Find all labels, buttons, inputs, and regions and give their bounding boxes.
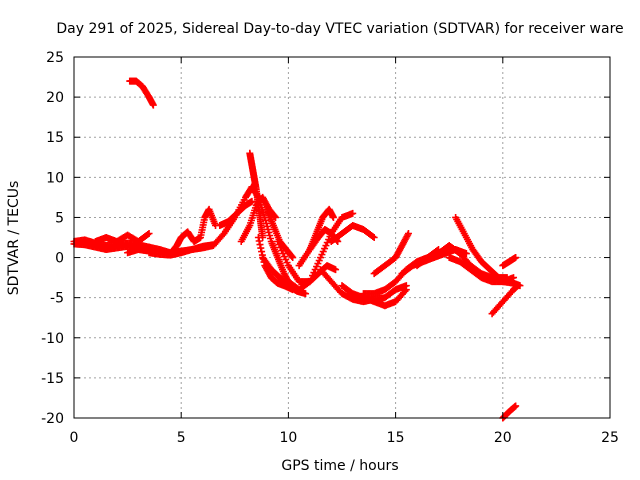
data-point <box>256 241 264 249</box>
data-point <box>288 253 296 261</box>
y-tick-label: 0 <box>55 251 64 267</box>
data-point <box>402 286 410 294</box>
data-point <box>289 254 297 262</box>
x-tick-label: 15 <box>387 430 405 446</box>
chart-title: Day 291 of 2025, Sidereal Day-to-day VTE… <box>56 21 623 37</box>
y-tick-label: -10 <box>41 331 64 347</box>
data-point <box>349 209 357 217</box>
grid-lines <box>74 57 610 418</box>
data-point <box>145 229 153 237</box>
data-point <box>332 266 340 274</box>
data-point <box>503 274 511 282</box>
data-point <box>144 230 152 238</box>
series-arc-27 <box>452 213 511 282</box>
y-axis-label: SDTVAR / TECUs <box>6 181 22 296</box>
data-point <box>404 231 412 239</box>
y-tick-label: -5 <box>50 291 64 307</box>
data-point <box>271 212 279 220</box>
series-arc-03 <box>91 229 153 246</box>
data-point <box>510 274 518 282</box>
series-arc-28 <box>488 282 522 318</box>
y-tick-label: 25 <box>46 50 64 66</box>
x-tick-label: 20 <box>494 430 512 446</box>
data-point <box>254 192 262 200</box>
data-point <box>404 229 412 237</box>
series-arc-07 <box>166 205 220 258</box>
data-series <box>70 77 524 422</box>
data-point <box>512 254 520 262</box>
series-arc-19 <box>317 266 410 306</box>
y-tick-label: 20 <box>46 90 64 106</box>
x-tick-label: 5 <box>177 430 186 446</box>
axis-ticks: 0 5 10 15 20 25 -20 -15 -10 -5 0 5 10 15 20 25 <box>41 50 619 446</box>
data-point <box>512 402 520 410</box>
series-arc-11 <box>248 183 295 290</box>
x-axis-label: GPS time / hours <box>281 458 398 474</box>
data-point <box>258 248 266 256</box>
data-point <box>329 213 337 221</box>
data-point <box>255 237 263 245</box>
series-arc-08 <box>216 197 256 229</box>
y-tick-label: 15 <box>46 130 64 146</box>
data-point <box>248 197 256 205</box>
data-point <box>257 244 265 252</box>
series-arc-18 <box>295 225 342 270</box>
data-point <box>219 231 227 239</box>
data-point <box>369 232 377 240</box>
y-tick-label: 10 <box>46 170 64 186</box>
x-tick-label: 10 <box>279 430 297 446</box>
data-point <box>462 250 470 258</box>
data-point <box>302 290 310 298</box>
series-arc-29 <box>499 254 520 270</box>
x-tick-label: 0 <box>70 430 79 446</box>
y-tick-label: 5 <box>55 210 64 226</box>
data-point <box>254 234 262 241</box>
y-tick-label: -15 <box>41 371 64 387</box>
plot-frame <box>73 56 611 419</box>
series-arc-06 <box>126 77 157 109</box>
data-point <box>305 279 312 287</box>
series-arc-23 <box>370 229 412 278</box>
x-tick-label: 25 <box>601 430 619 446</box>
data-point <box>401 287 409 295</box>
series-arc-21 <box>338 282 410 310</box>
data-point <box>514 282 522 290</box>
series-arc-30 <box>499 402 520 422</box>
series-arc-20 <box>327 221 378 246</box>
data-point <box>149 101 157 109</box>
series-arc-12 <box>254 234 297 294</box>
y-tick-label: -20 <box>41 411 64 427</box>
data-point <box>370 234 378 241</box>
